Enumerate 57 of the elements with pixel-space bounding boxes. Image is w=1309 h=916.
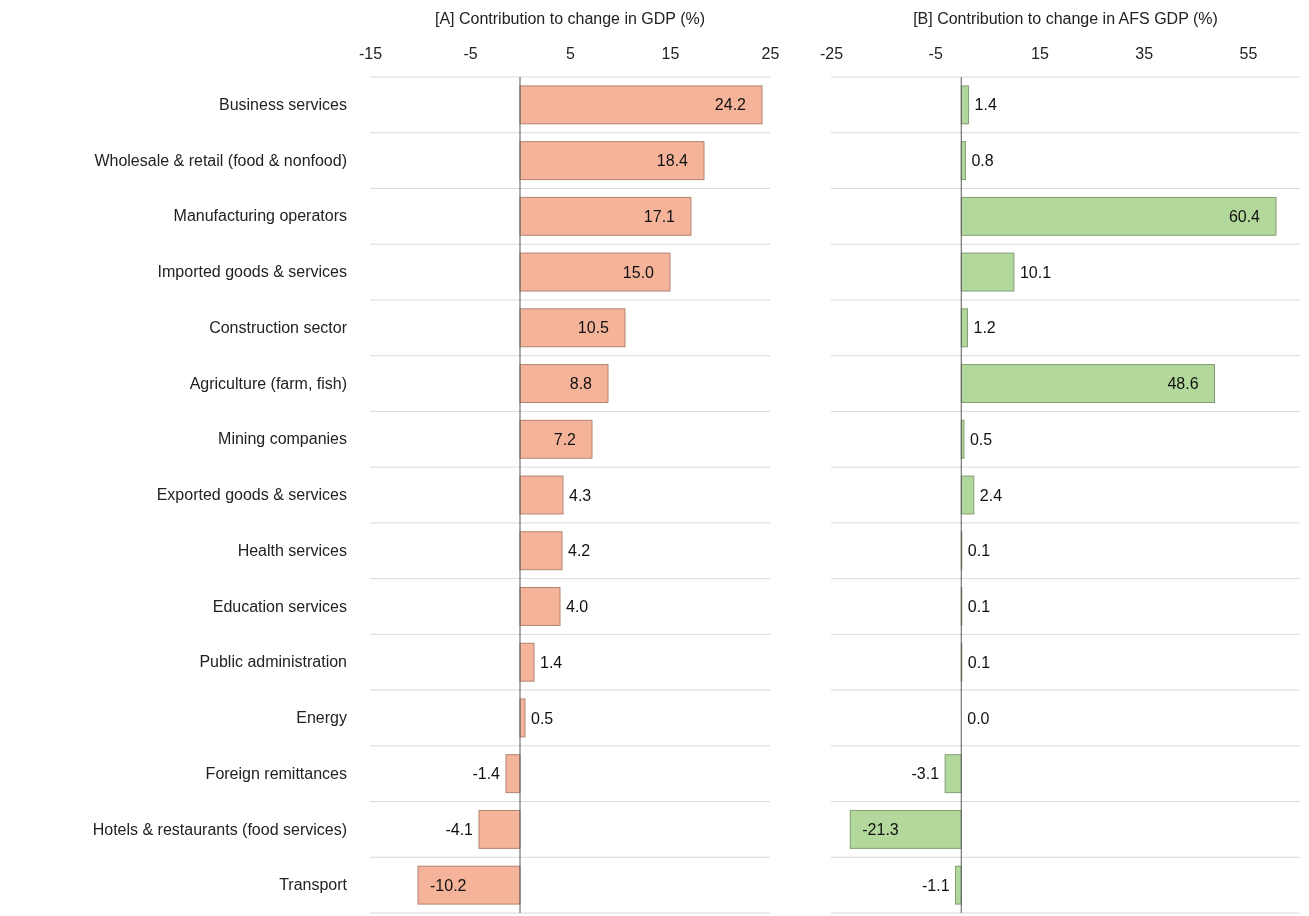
data-label: 60.4 [1228,207,1261,225]
x-tick-label: -25 [819,45,844,62]
y-tick-label: Mining companies [218,430,347,448]
data-label: 10.1 [1019,263,1052,281]
data-label: -10.2 [430,876,467,894]
x-tick-label: 55 [1239,45,1258,62]
data-label: 1.4 [974,96,997,114]
y-tick-label: Imported goods & services [157,263,347,281]
x-tick-label: 15 [1031,45,1049,62]
chart-title: [B] Contribution to change in AFS GDP (%) [913,10,1218,27]
data-label: 18.4 [656,152,689,170]
x-tick-label: 5 [566,45,576,62]
y-tick-label: Business services [218,95,347,113]
data-label: -21.3 [862,821,899,838]
y-tick-label: Manufacturing operators [173,207,347,225]
x-tick-label: -5 [463,45,478,62]
data-label: -1.1 [921,876,950,894]
data-label: 4.0 [566,598,589,616]
data-label: -1.4 [472,765,501,783]
y-tick-label: Construction sector [209,318,348,336]
data-label: 0.8 [971,152,994,170]
data-label: 24.2 [714,96,747,114]
data-label: 0.5 [531,709,554,727]
data-label: 15.0 [622,263,655,281]
y-tick-label: Health services [237,541,347,559]
y-tick-label: Exported goods & services [156,486,347,504]
y-tick-label: Transport [279,876,348,894]
data-label: 0.0 [967,709,990,727]
data-label: 7.2 [553,430,577,448]
data-label: -3.1 [911,765,940,783]
data-label: 0.1 [967,542,991,560]
data-label: 1.2 [973,319,996,337]
y-tick-label: Agriculture (farm, fish) [189,374,347,392]
data-label: 8.8 [569,375,593,393]
data-label: -4.1 [445,821,474,838]
data-label: 0.1 [967,653,991,671]
data-label: 48.6 [1167,375,1199,393]
y-tick-label: Energy [296,709,347,727]
data-label: 4.2 [568,542,591,560]
data-label: 17.1 [643,207,676,225]
y-tick-label: Foreign remittances [205,764,347,782]
chart-title: [A] Contribution to change in GDP (%) [434,10,706,27]
x-tick-label: 35 [1135,45,1154,62]
y-tick-label: Hotels & restaurants (food services) [92,820,347,838]
data-label: 4.3 [569,486,592,504]
y-tick-label: Education services [212,597,347,615]
x-tick-label: -5 [928,45,943,62]
data-label: 10.5 [577,319,610,337]
data-label: 0.1 [967,598,991,616]
y-tick-label: Wholesale & retail (food & nonfood) [94,151,347,169]
data-label: 1.4 [540,653,563,671]
x-tick-label: -15 [358,45,383,62]
data-label: 0.5 [969,430,993,448]
data-label: 2.4 [979,486,1003,504]
y-tick-label: Public administration [199,653,347,671]
x-tick-label: 15 [661,45,680,62]
x-tick-label: 25 [761,45,780,62]
